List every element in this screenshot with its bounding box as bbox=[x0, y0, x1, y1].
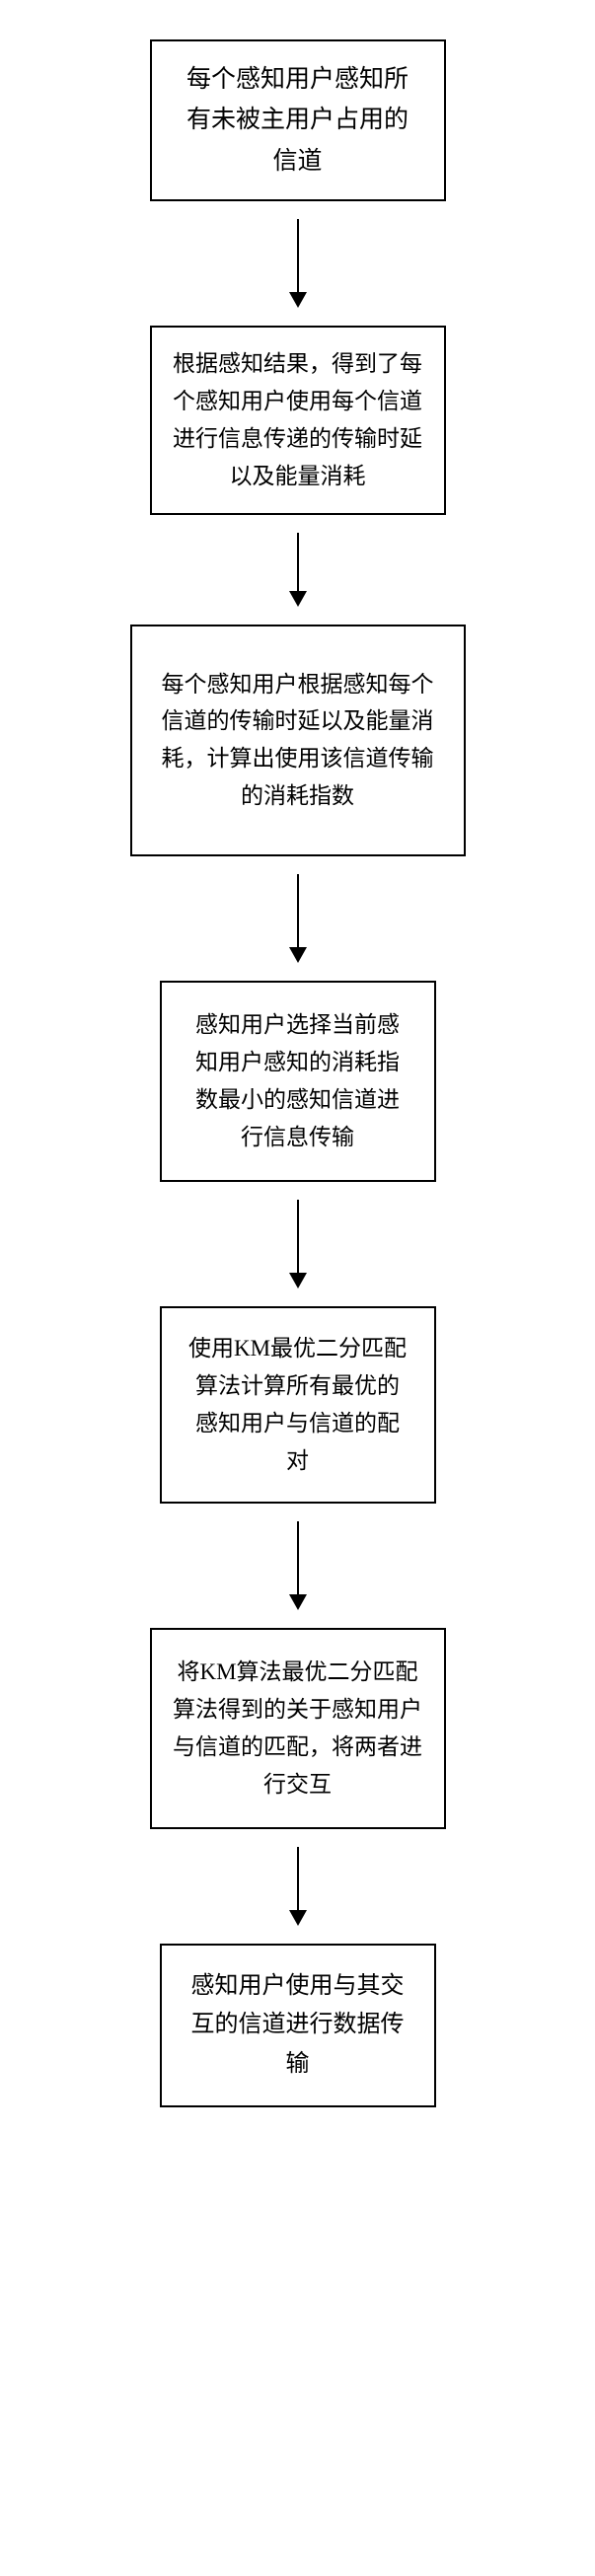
flow-node-n7: 感知用户使用与其交互的信道进行数据传输 bbox=[160, 1944, 436, 2108]
flowchart-container: 每个感知用户感知所有未被主用户占用的信道根据感知结果，得到了每个感知用户使用每个… bbox=[120, 39, 476, 2107]
flow-arrow bbox=[289, 1521, 307, 1610]
flow-arrow bbox=[289, 219, 307, 308]
arrow-line bbox=[297, 219, 299, 292]
flow-arrow bbox=[289, 874, 307, 963]
arrow-head-icon bbox=[289, 1273, 307, 1288]
arrow-line bbox=[297, 1521, 299, 1594]
flow-node-n3: 每个感知用户根据感知每个信道的传输时延以及能量消耗，计算出使用该信道传输的消耗指… bbox=[130, 625, 466, 857]
arrow-line bbox=[297, 874, 299, 947]
arrow-head-icon bbox=[289, 1910, 307, 1926]
arrow-head-icon bbox=[289, 1594, 307, 1610]
flow-node-n2: 根据感知结果，得到了每个感知用户使用每个信道进行信息传递的传输时延以及能量消耗 bbox=[150, 326, 446, 515]
flow-arrow bbox=[289, 533, 307, 607]
arrow-head-icon bbox=[289, 591, 307, 607]
arrow-head-icon bbox=[289, 947, 307, 963]
arrow-head-icon bbox=[289, 292, 307, 308]
flow-node-n1: 每个感知用户感知所有未被主用户占用的信道 bbox=[150, 39, 446, 201]
flow-node-n5: 使用KM最优二分匹配算法计算所有最优的感知用户与信道的配对 bbox=[160, 1306, 436, 1504]
arrow-line bbox=[297, 1200, 299, 1273]
flow-arrow bbox=[289, 1200, 307, 1288]
flow-arrow bbox=[289, 1847, 307, 1926]
arrow-line bbox=[297, 533, 299, 591]
flow-node-n4: 感知用户选择当前感知用户感知的消耗指数最小的感知信道进行信息传输 bbox=[160, 981, 436, 1182]
flow-node-n6: 将KM算法最优二分匹配算法得到的关于感知用户与信道的匹配，将两者进行交互 bbox=[150, 1628, 446, 1829]
arrow-line bbox=[297, 1847, 299, 1910]
